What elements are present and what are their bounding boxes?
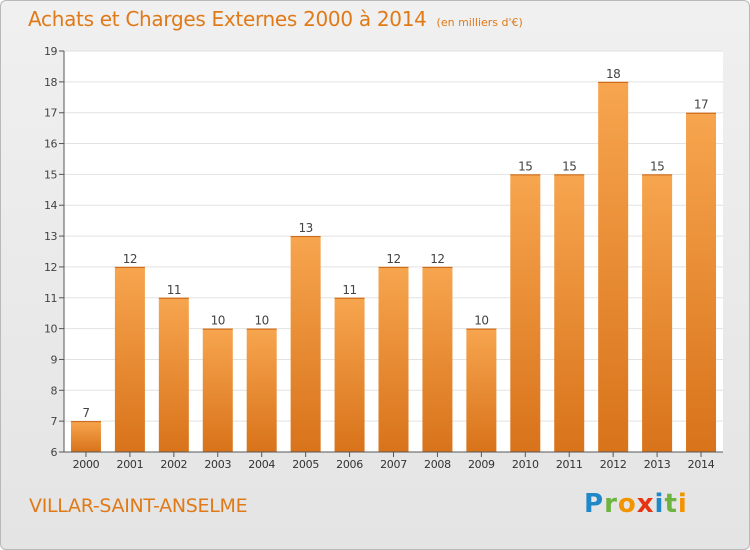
x-tick-label: 2008 (424, 458, 451, 471)
y-tick-label: 18 (44, 76, 57, 89)
x-tick-label: 2013 (644, 458, 671, 471)
bar (202, 328, 233, 452)
bar (466, 328, 497, 452)
logo-letter: P (584, 489, 605, 519)
data-label: 12 (430, 252, 444, 266)
bar (510, 174, 541, 452)
data-label: 18 (606, 67, 620, 81)
bar (378, 266, 409, 452)
data-label: 10 (255, 314, 269, 328)
x-tick-label: 2000 (73, 458, 100, 471)
chart-title-text: Achats et Charges Externes 2000 à 2014 (28, 7, 427, 31)
y-tick-label: 17 (44, 107, 57, 120)
data-labels: 7 12 11 10 10 13 11 12 12 10 15 15 18 15 17 (82, 67, 708, 420)
data-label: 15 (518, 159, 532, 173)
data-label: 15 (650, 159, 664, 173)
y-tick-label: 19 (44, 45, 57, 58)
bars (70, 81, 717, 452)
y-tick-label: 13 (44, 230, 57, 243)
y-tick-label: 6 (51, 446, 58, 459)
x-tick-label: 2002 (160, 458, 187, 471)
x-tick-label: 2012 (600, 458, 627, 471)
x-tick-label: 2005 (292, 458, 319, 471)
logo-letter: i (654, 489, 665, 519)
x-tick-label: 2003 (204, 458, 231, 471)
y-tick-label: 10 (44, 323, 57, 336)
y-tick-label: 7 (51, 415, 58, 428)
data-label: 7 (82, 406, 89, 420)
data-label: 10 (211, 314, 225, 328)
x-tick-label: 2004 (248, 458, 275, 471)
bar (422, 266, 453, 452)
y-tick-label: 11 (44, 292, 57, 305)
y-tick-label: 12 (44, 261, 57, 274)
y-tick-label: 14 (44, 199, 57, 212)
bar (686, 112, 717, 452)
data-label: 11 (342, 283, 356, 297)
data-label: 17 (694, 98, 708, 112)
x-tick-label: 2007 (380, 458, 407, 471)
data-label: 15 (562, 159, 576, 173)
bar (114, 266, 145, 452)
bar (642, 174, 673, 452)
bar (554, 174, 585, 452)
bar (70, 421, 101, 452)
chart-title: Achats et Charges Externes 2000 à 2014 (e… (28, 7, 523, 31)
y-tick-label: 15 (44, 168, 57, 181)
data-label: 11 (167, 283, 181, 297)
logo-letter: r (604, 489, 618, 519)
x-tick-label: 2011 (556, 458, 583, 471)
bar (246, 328, 277, 452)
logo-letter: i (677, 489, 688, 519)
y-tick-label: 16 (44, 138, 57, 151)
data-label: 12 (386, 252, 400, 266)
bar (334, 297, 365, 452)
x-tick-label: 2014 (688, 458, 715, 471)
bar (598, 81, 629, 452)
commune-name: VILLAR-SAINT-ANSELME (29, 495, 248, 517)
proxiti-logo: Proxiti (584, 489, 688, 519)
x-tick-label: 2010 (512, 458, 539, 471)
data-label: 10 (474, 314, 488, 328)
y-tick-label: 8 (51, 384, 58, 397)
logo-letter: x (636, 489, 655, 519)
chart-unit: (en milliers d'€) (436, 16, 523, 29)
logo-letter: o (617, 489, 637, 519)
x-tick-label: 2009 (468, 458, 495, 471)
bar (290, 236, 321, 452)
bar (158, 297, 189, 452)
logo-letter: t (664, 489, 678, 519)
x-tick-label: 2006 (336, 458, 363, 471)
data-label: 12 (123, 252, 137, 266)
x-tick-label: 2001 (117, 458, 144, 471)
data-label: 13 (298, 221, 312, 235)
axes: 6 7 8 9 10 11 12 13 14 15 16 17 18 19 2000 2001 2002 2003… (44, 45, 723, 471)
y-tick-label: 9 (51, 353, 58, 366)
